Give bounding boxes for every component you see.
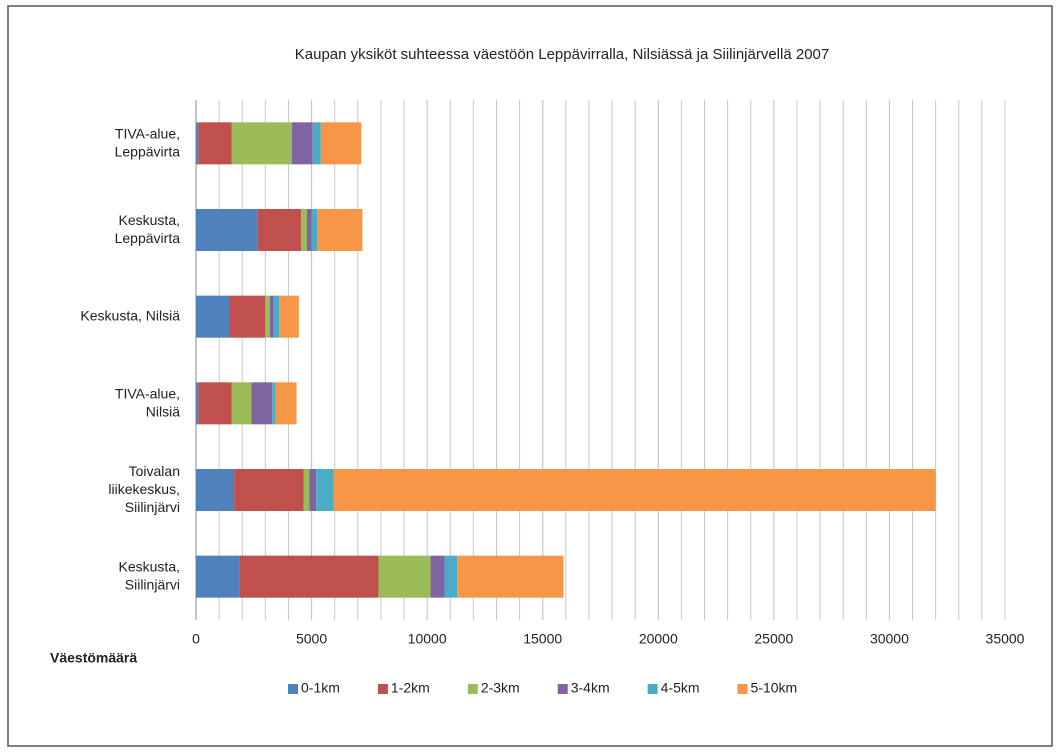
x-tick-label: 5000 (296, 631, 327, 647)
bar-segment (273, 295, 280, 338)
x-tick-label: 15000 (523, 631, 562, 647)
frame (7, 5, 1053, 747)
bar-segment (430, 555, 445, 598)
legend-label: 5-10km (751, 680, 798, 696)
bar-segment (251, 382, 273, 425)
bar-segment (301, 209, 307, 251)
bar-segment (457, 555, 564, 598)
legend-swatch (737, 684, 748, 694)
bar-segment (269, 295, 274, 338)
bar-segment (257, 209, 302, 251)
bar-segment (317, 209, 363, 251)
bar-segment (309, 469, 317, 511)
legend-swatch (377, 684, 388, 694)
x-tick-label: 30000 (870, 631, 909, 647)
bar-segment (316, 469, 334, 511)
legend-label: 4-5km (661, 680, 700, 696)
bar-segment (196, 469, 235, 511)
chart-title: Kaupan yksiköt suhteessa väestöön Leppäv… (295, 46, 829, 63)
bar-segment (196, 122, 199, 165)
bar-segment (231, 382, 252, 425)
bar-segment (265, 295, 270, 338)
bar-segment (306, 209, 312, 251)
bar-segment (311, 209, 318, 251)
y-tick-label: Keskusta, Leppävirta (115, 212, 181, 246)
legend-label: 3-4km (571, 680, 610, 696)
bar-segment (198, 122, 232, 165)
legend-label: 2-3km (481, 680, 520, 696)
bar-segment (196, 295, 230, 338)
x-tick-label: 10000 (408, 631, 447, 647)
bar-segment (279, 295, 299, 338)
bar-segment (196, 382, 199, 425)
legend-label: 0-1km (301, 680, 340, 696)
y-tick-label: Keskusta, Nilsiä (80, 307, 180, 323)
x-tick-label: 35000 (986, 631, 1025, 647)
bar-segment (378, 555, 431, 598)
y-tick-label: Toivalan liikekeskus, Siilinjärvi (108, 463, 180, 515)
legend-swatch (288, 684, 298, 694)
bar-segment (333, 469, 936, 511)
y-tick-label: TIVA-alue, Leppävirta (115, 125, 181, 159)
y-tick-label: Keskusta, Siilinjärvi (119, 558, 180, 592)
y-tick-label: TIVA-alue, Nilsiä (115, 385, 180, 419)
legend-swatch (557, 684, 568, 694)
bar-segment (303, 469, 310, 511)
x-axis-label: Väestömäärä (50, 650, 137, 666)
bar-segment (272, 382, 276, 425)
bar-segment (291, 122, 313, 165)
bar-segment (444, 555, 458, 598)
bar-segment (196, 555, 240, 598)
legend-label: 1-2km (391, 680, 430, 696)
bar-segment (234, 469, 304, 511)
x-tick-label: 0 (192, 631, 200, 647)
legend-swatch (647, 684, 658, 694)
x-tick-label: 20000 (639, 631, 678, 647)
bar-segment (312, 122, 321, 165)
bar-segment (231, 122, 292, 165)
bar-segment (239, 555, 379, 598)
bar-segment (198, 382, 232, 425)
bar-segment (229, 295, 266, 338)
bar-segment (196, 209, 258, 251)
x-tick-label: 25000 (754, 631, 793, 647)
bar-segment (320, 122, 362, 165)
legend-swatch (467, 684, 478, 694)
bar-segment (275, 382, 297, 425)
